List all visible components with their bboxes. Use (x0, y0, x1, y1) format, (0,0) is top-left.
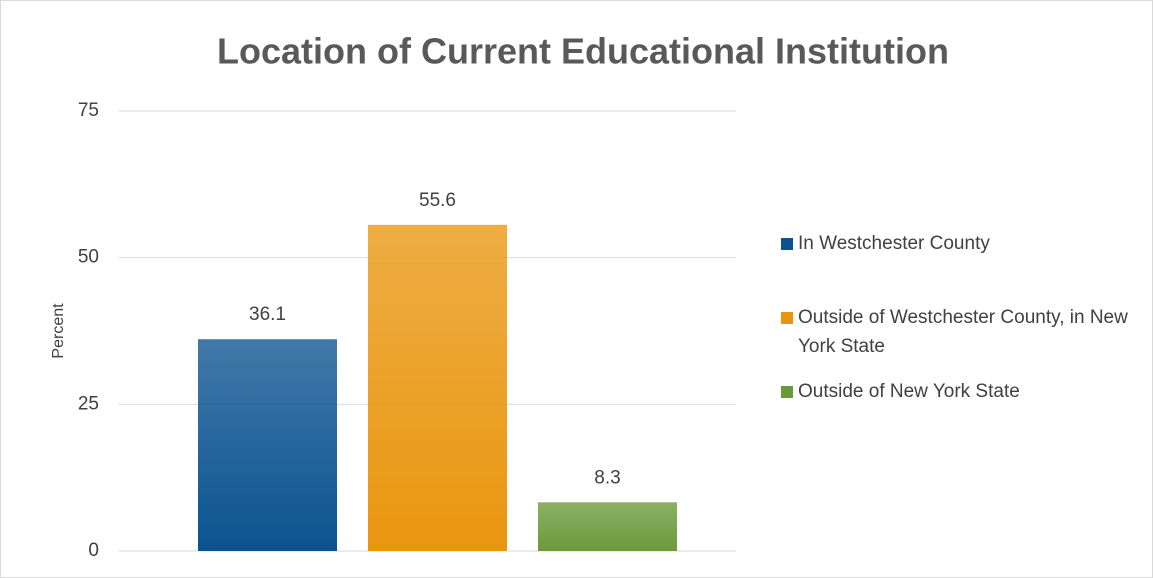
y-tick-label: 50 (78, 247, 99, 268)
data-label: 36.1 (249, 304, 286, 325)
legend-label: In Westchester County (798, 233, 990, 254)
legend-swatch (781, 238, 793, 250)
legend-swatch (781, 386, 793, 398)
legend-item: Outside of New York State (781, 377, 1141, 406)
legend-item: In Westchester County (781, 229, 1141, 258)
bar (368, 224, 507, 551)
data-label: 8.3 (594, 467, 620, 488)
bar (538, 502, 677, 551)
y-axis-label: Percent (50, 303, 67, 359)
y-tick-label: 25 (78, 393, 99, 414)
legend-item: Outside of Westchester County, in New Yo… (781, 303, 1141, 361)
legend-label: Outside of New York State (798, 381, 1020, 402)
bar (198, 339, 337, 551)
y-tick-label: 0 (88, 540, 99, 561)
legend-swatch (781, 312, 793, 324)
data-label: 55.6 (419, 190, 456, 211)
legend-label: Outside of Westchester County, in New Yo… (798, 307, 1128, 357)
y-tick-label: 75 (78, 100, 99, 121)
chart-title: Location of Current Educational Institut… (217, 31, 949, 72)
